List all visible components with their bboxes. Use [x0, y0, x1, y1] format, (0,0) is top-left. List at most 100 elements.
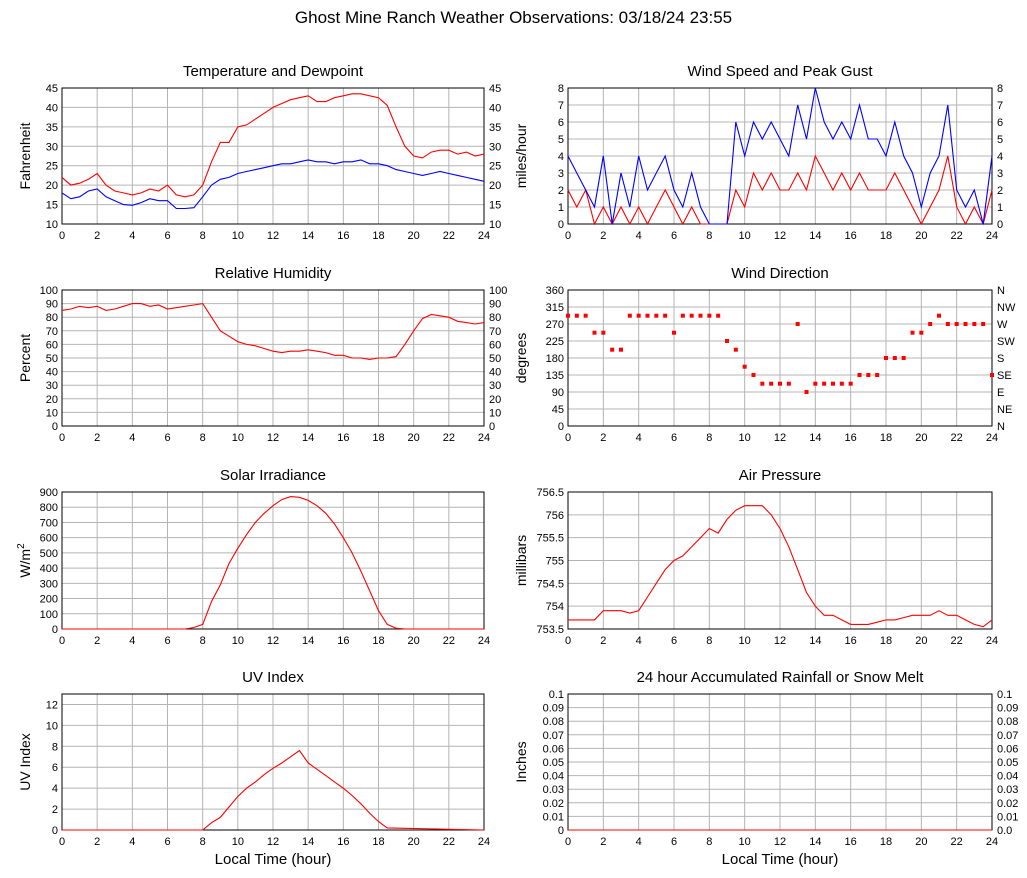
x-tick-label: 14 — [809, 432, 821, 444]
y-right-tick-label: 60 — [489, 339, 501, 351]
data-point — [910, 330, 915, 335]
x-tick-label: 2 — [600, 432, 606, 444]
data-point — [733, 347, 738, 352]
y-axis-label: miles/hour — [513, 123, 529, 188]
x-tick-label: 22 — [443, 432, 455, 444]
x-tick-label: 24 — [986, 230, 998, 242]
x-tick-label: 4 — [636, 432, 642, 444]
y-right-tick-label: 0.09 — [997, 703, 1018, 715]
x-tick-label: 20 — [915, 635, 927, 647]
y-tick-label: 200 — [40, 594, 58, 606]
x-tick-label: 16 — [337, 836, 349, 848]
y-tick-label: 0.08 — [543, 716, 564, 728]
x-tick-label: 22 — [951, 432, 963, 444]
y-tick-label: 90 — [552, 387, 564, 399]
x-tick-label: 22 — [951, 230, 963, 242]
chart-solar: Solar Irradiance010020030040050060070080… — [16, 467, 490, 647]
y-tick-label: 0 — [558, 825, 564, 837]
series-line-solar-irradiance — [62, 496, 484, 630]
x-tick-label: 12 — [774, 230, 786, 242]
x-tick-label: 14 — [302, 230, 314, 242]
data-point — [654, 313, 659, 318]
chart-title: Solar Irradiance — [220, 467, 326, 484]
x-tick-label: 4 — [129, 230, 135, 242]
y-tick-label: 30 — [46, 380, 58, 392]
y-tick-label: 70 — [46, 326, 58, 338]
y-right-tick-label: 0.02 — [997, 798, 1018, 810]
data-point — [707, 313, 712, 318]
plot-frame — [61, 289, 485, 427]
x-tick-label: 10 — [232, 432, 244, 444]
y-tick-label: 756.5 — [536, 487, 564, 499]
y-tick-label: 755 — [546, 556, 564, 568]
y-tick-label: 270 — [546, 319, 564, 331]
x-axis-label: Local Time (hour) — [722, 851, 839, 868]
data-point — [680, 313, 685, 318]
y-right-tick-label: 100 — [489, 285, 507, 297]
x-tick-label: 10 — [232, 635, 244, 647]
data-point — [954, 322, 959, 326]
data-point — [919, 330, 924, 335]
data-point — [786, 381, 791, 386]
y-tick-label: 753.5 — [536, 624, 564, 636]
y-tick-label: 500 — [40, 548, 58, 560]
x-tick-label: 0 — [59, 432, 65, 444]
x-tick-label: 10 — [232, 836, 244, 848]
y-right-tick-label: 0.01 — [997, 811, 1018, 823]
x-tick-label: 22 — [951, 836, 963, 848]
x-tick-label: 12 — [267, 230, 279, 242]
data-point — [945, 322, 950, 326]
y-tick-label: 0 — [52, 825, 58, 837]
series-line-dewpoint — [61, 159, 485, 210]
chart-pressure: Air Pressure 753.5 754 754.5 755 755.5 756 756.… — [513, 467, 998, 647]
y-right-tick-label: 80 — [489, 312, 501, 324]
y-tick-label: 754 — [546, 601, 564, 613]
plot-frame — [61, 87, 485, 225]
data-point — [892, 356, 897, 360]
chart-title: Relative Humidity — [215, 265, 332, 282]
y-tick-label: 0.1 — [549, 689, 564, 701]
y-right-tick-label: 6 — [997, 117, 1003, 129]
y-axis-label-text: miles/hour — [513, 123, 529, 188]
data-point — [566, 313, 570, 318]
series-line-air-pressure — [568, 505, 993, 628]
x-tick-label: 8 — [200, 836, 206, 848]
data-point — [990, 373, 994, 377]
y-axis-label-text: Inches — [513, 741, 529, 782]
y-tick-label: 135 — [546, 370, 564, 382]
y-right-tick-label: NE — [997, 404, 1012, 416]
x-tick-label: 6 — [164, 230, 170, 242]
y-right-tick-label: 0.04 — [997, 771, 1018, 783]
x-tick-label: 2 — [94, 836, 100, 848]
y-tick-label: 20 — [46, 394, 58, 406]
x-tick-label: 18 — [372, 635, 384, 647]
x-tick-label: 10 — [232, 230, 244, 242]
x-axis-label: Local Time (hour) — [215, 851, 332, 868]
y-tick-label: 0.05 — [543, 757, 564, 769]
data-point — [619, 347, 623, 352]
y-tick-label: 100 — [40, 285, 58, 297]
y-tick-label: 4 — [52, 783, 58, 795]
x-tick-label: 24 — [478, 836, 490, 848]
y-right-tick-label: 30 — [489, 380, 501, 392]
data-point — [795, 322, 800, 326]
data-point — [866, 373, 871, 377]
x-tick-label: 12 — [267, 836, 279, 848]
data-point — [857, 373, 862, 377]
x-tick-label: 6 — [164, 432, 170, 444]
y-tick-label: 300 — [40, 578, 58, 590]
y-axis-label: millibars — [513, 535, 529, 586]
x-tick-label: 8 — [706, 836, 712, 848]
x-tick-label: 6 — [164, 836, 170, 848]
chart-title: UV Index — [242, 669, 304, 686]
x-tick-label: 16 — [337, 230, 349, 242]
y-tick-label: 180 — [546, 353, 564, 365]
y-tick-label: 25 — [46, 161, 58, 173]
y-tick-label: 360 — [546, 285, 564, 297]
y-tick-label: 50 — [46, 353, 58, 365]
plot-frame — [567, 491, 993, 630]
data-point — [636, 313, 641, 318]
y-tick-label: 0.09 — [543, 703, 564, 715]
y-right-tick-label: SW — [997, 336, 1015, 348]
